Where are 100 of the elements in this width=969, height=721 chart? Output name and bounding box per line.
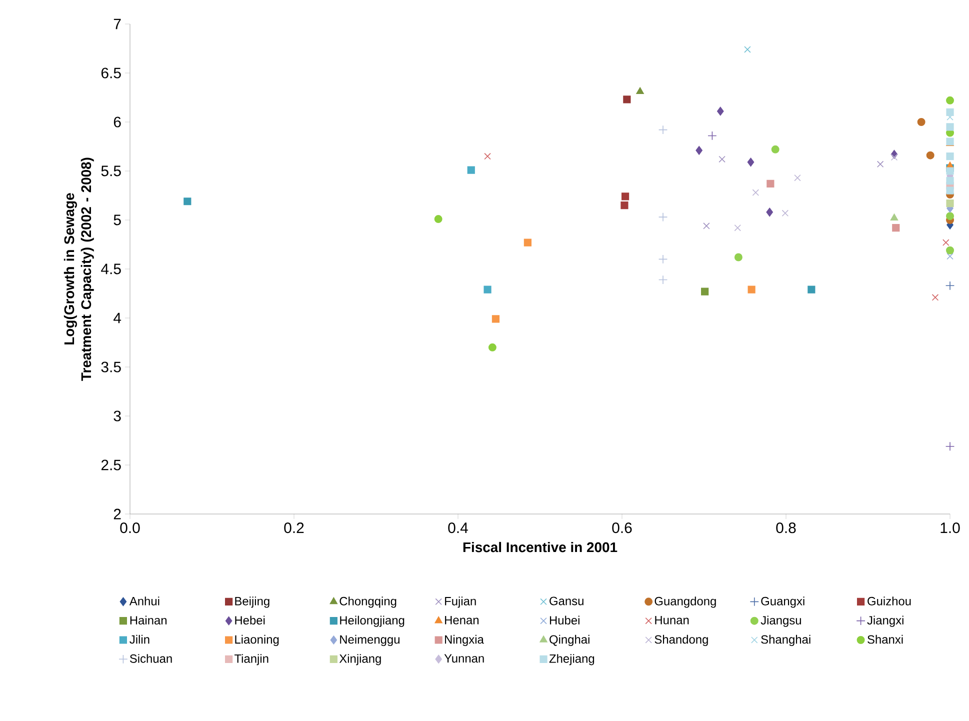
legend-label: Guangdong <box>654 596 716 608</box>
y-tick-label: 3.5 <box>101 362 121 372</box>
point <box>636 87 644 94</box>
legend-label: Xinjiang <box>339 654 381 666</box>
point <box>946 123 954 131</box>
point <box>623 96 631 104</box>
point <box>946 252 954 260</box>
point <box>658 125 668 134</box>
legend-label: Henan <box>445 616 479 624</box>
point <box>467 166 475 174</box>
point <box>658 254 668 264</box>
point <box>890 154 898 161</box>
point <box>718 156 726 163</box>
point <box>946 108 954 116</box>
legend-label: Neimenggu <box>340 634 400 646</box>
legend-label: Ningxia <box>445 634 484 646</box>
y-tick-label: 4.5 <box>101 264 121 274</box>
point <box>876 160 884 168</box>
legend-label: Beijing <box>235 596 270 608</box>
point <box>620 202 628 210</box>
y-tick-label: 4 <box>114 312 122 324</box>
point <box>892 224 900 232</box>
legend-label: Hainan <box>130 616 167 625</box>
point <box>771 145 780 154</box>
x-axis-title: Fiscal Incentive in 2001 <box>463 542 618 552</box>
point <box>946 186 954 194</box>
point <box>708 131 717 140</box>
point <box>434 215 442 224</box>
point <box>946 177 954 185</box>
legend-label: Shanxi <box>868 634 903 644</box>
point <box>946 246 954 254</box>
legend-label: Liaoning <box>235 634 279 646</box>
y-tick-label: 2.5 <box>101 460 121 470</box>
y-tick-label: 6.5 <box>101 68 121 78</box>
point <box>658 275 668 284</box>
point <box>696 146 702 155</box>
x-tick-label: 1.0 <box>940 522 960 534</box>
y-tick-label: 6 <box>114 116 121 128</box>
legend-label: Yunnan <box>444 654 484 663</box>
legend-label: Anhui <box>129 596 160 606</box>
point <box>621 192 630 200</box>
point <box>945 281 955 290</box>
point <box>701 288 709 296</box>
x-tick-label: 0.0 <box>120 522 140 534</box>
point <box>782 210 789 217</box>
legend-label: Gansu <box>550 596 584 606</box>
point <box>747 158 754 167</box>
point <box>926 151 934 160</box>
point <box>945 442 955 451</box>
point <box>752 189 760 196</box>
y-axis-title: Log(Growth in Sewage Treatment Capacity) (2002 - 2008) <box>64 158 94 381</box>
legend-label: Chongqing <box>340 596 396 608</box>
point <box>484 286 492 294</box>
legend-label: Tianjin <box>234 654 268 666</box>
legend-label: Hebei <box>235 616 265 625</box>
point <box>946 96 954 104</box>
point <box>703 222 710 230</box>
legend-label: Guangxi <box>761 596 804 608</box>
point <box>488 343 496 352</box>
y-tick-label: 5.5 <box>101 166 121 176</box>
point <box>744 46 751 53</box>
y-tick-label: 3 <box>114 410 121 422</box>
point <box>946 212 954 220</box>
point <box>794 174 801 182</box>
point <box>942 239 950 246</box>
x-tick-label: 0.4 <box>448 522 468 534</box>
legend-label: Fujian <box>445 596 476 608</box>
point <box>484 152 491 160</box>
legend-label: Qinghai <box>550 634 590 646</box>
legend-label: Jiangsu <box>760 616 801 627</box>
legend-label: Shanghai <box>761 634 810 646</box>
legend-label: Hunan <box>655 616 689 624</box>
legend-label: Hubei <box>550 616 580 625</box>
legend-label: Shandong <box>654 634 708 646</box>
legend-label: Jilin <box>130 634 150 644</box>
legend-label: Guizhou <box>868 596 911 606</box>
point <box>748 286 756 294</box>
point <box>658 212 668 222</box>
point <box>524 238 532 246</box>
legend-label: Heilongjiang <box>340 616 404 627</box>
legend-label: Sichuan <box>130 654 172 663</box>
point <box>917 118 926 126</box>
point <box>808 286 816 294</box>
point <box>184 198 192 206</box>
y-tick-label: 7 <box>114 18 121 30</box>
point <box>932 294 939 301</box>
legend-label: Zhejiang <box>549 654 594 666</box>
point <box>946 200 954 208</box>
point <box>492 315 500 323</box>
x-tick-label: 0.6 <box>612 522 632 534</box>
y-tick-label: 5 <box>114 214 121 226</box>
point <box>717 106 724 116</box>
point <box>946 167 954 175</box>
legend-label: Jiangxi <box>867 616 904 627</box>
y-tick-label: 2 <box>114 508 121 520</box>
x-tick-label: 0.8 <box>776 522 796 534</box>
point <box>766 180 774 188</box>
point <box>890 214 898 220</box>
point <box>734 253 742 262</box>
point <box>734 224 741 232</box>
